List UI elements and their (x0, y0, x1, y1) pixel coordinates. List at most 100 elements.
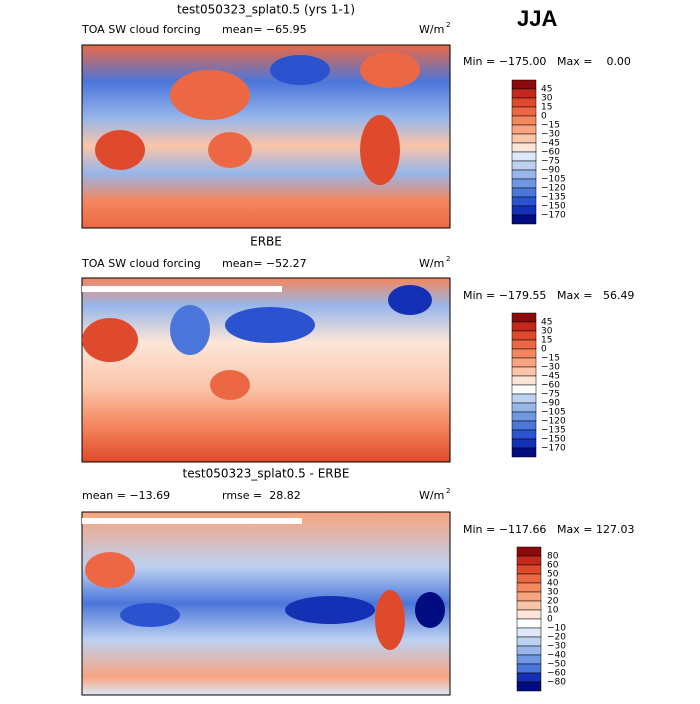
color-swatch (511, 142, 537, 153)
color-swatch (516, 654, 542, 665)
color-swatch (511, 106, 537, 117)
level-label: −15 (541, 354, 560, 364)
color-swatch (511, 411, 537, 422)
color-swatch (511, 429, 537, 440)
color-swatch (511, 402, 537, 413)
level-label: −105 (541, 408, 566, 418)
max-label: Max = 127.03 (557, 523, 634, 536)
color-swatch (516, 681, 542, 692)
color-swatch (511, 447, 537, 458)
color-swatch (511, 321, 537, 332)
color-swatch (511, 205, 537, 216)
units-sup: 2 (446, 21, 450, 29)
level-label: −30 (547, 642, 566, 652)
panel-title: ERBE (250, 235, 282, 249)
level-label: −135 (541, 426, 566, 436)
color-swatch (511, 312, 537, 323)
color-swatch (511, 169, 537, 180)
level-label: 30 (541, 94, 553, 104)
color-swatch (516, 609, 542, 620)
color-swatch (511, 88, 537, 99)
color-swatch (516, 591, 542, 602)
color-swatch (511, 348, 537, 359)
color-swatch (516, 582, 542, 593)
level-label: −10 (547, 624, 566, 634)
level-label: −120 (541, 417, 566, 427)
max-label: Max = 56.49 (557, 289, 634, 302)
color-swatch (511, 115, 537, 126)
color-swatch (511, 339, 537, 350)
color-swatch (511, 187, 537, 198)
color-swatch (516, 672, 542, 683)
color-swatch (511, 196, 537, 207)
level-label: 50 (547, 570, 559, 580)
level-label: 60 (547, 561, 559, 571)
color-swatch (511, 366, 537, 377)
level-label: −60 (541, 148, 560, 158)
color-swatch (511, 178, 537, 189)
mean-label: mean = −13.69 (82, 489, 170, 502)
field-label: TOA SW cloud forcing (81, 23, 201, 36)
rmse-label: rmse = 28.82 (222, 489, 301, 502)
level-label: −90 (541, 399, 560, 409)
color-swatch (516, 555, 542, 566)
field-label: TOA SW cloud forcing (81, 257, 201, 270)
level-label: 45 (541, 85, 552, 95)
units-label: W/m (419, 489, 444, 502)
level-label: −150 (541, 202, 566, 212)
min-label: Min = −179.55 (463, 289, 546, 302)
level-label: −45 (541, 372, 560, 382)
level-label: −120 (541, 184, 566, 194)
level-label: −75 (541, 157, 560, 167)
level-label: 0 (541, 345, 547, 355)
color-swatch (516, 663, 542, 674)
color-swatch (511, 124, 537, 135)
color-swatch (516, 546, 542, 557)
color-swatch (511, 151, 537, 162)
level-label: −50 (547, 660, 566, 670)
level-label: −135 (541, 193, 566, 203)
level-label: −105 (541, 175, 566, 185)
level-label: 30 (541, 327, 553, 337)
level-label: 45 (541, 318, 552, 328)
color-swatch (516, 618, 542, 629)
color-swatch (511, 214, 537, 225)
level-label: 15 (541, 336, 552, 346)
color-swatch (511, 393, 537, 404)
color-swatch (516, 600, 542, 611)
map-3 (81, 511, 451, 696)
color-swatch (511, 330, 537, 341)
level-label: 0 (541, 112, 547, 122)
level-label: −75 (541, 390, 560, 400)
color-swatch (516, 564, 542, 575)
level-label: 15 (541, 103, 552, 113)
level-label: 20 (547, 597, 559, 607)
level-label: 0 (547, 615, 553, 625)
color-swatch (511, 384, 537, 395)
level-label: 80 (547, 552, 559, 562)
level-label: 30 (547, 588, 559, 598)
color-swatch (511, 133, 537, 144)
level-label: −40 (547, 651, 566, 661)
level-label: 40 (547, 579, 559, 589)
level-label: −60 (547, 669, 566, 679)
color-swatch (511, 79, 537, 90)
panel-title: test050323_splat0.5 (yrs 1-1) (177, 3, 355, 17)
color-swatch (511, 420, 537, 431)
color-swatch (511, 438, 537, 449)
mean-label: mean= −52.27 (222, 257, 307, 270)
units-sup: 2 (446, 255, 450, 263)
color-swatch (516, 573, 542, 584)
map-2 (81, 277, 451, 463)
level-label: −20 (547, 633, 566, 643)
level-label: −80 (547, 678, 566, 688)
color-swatch (516, 627, 542, 638)
color-swatch (511, 97, 537, 108)
level-label: −15 (541, 121, 560, 131)
units-label: W/m (419, 23, 444, 36)
level-label: −30 (541, 363, 560, 373)
level-label: −170 (541, 444, 566, 454)
level-label: −45 (541, 139, 560, 149)
season-label: JJA (517, 6, 557, 31)
